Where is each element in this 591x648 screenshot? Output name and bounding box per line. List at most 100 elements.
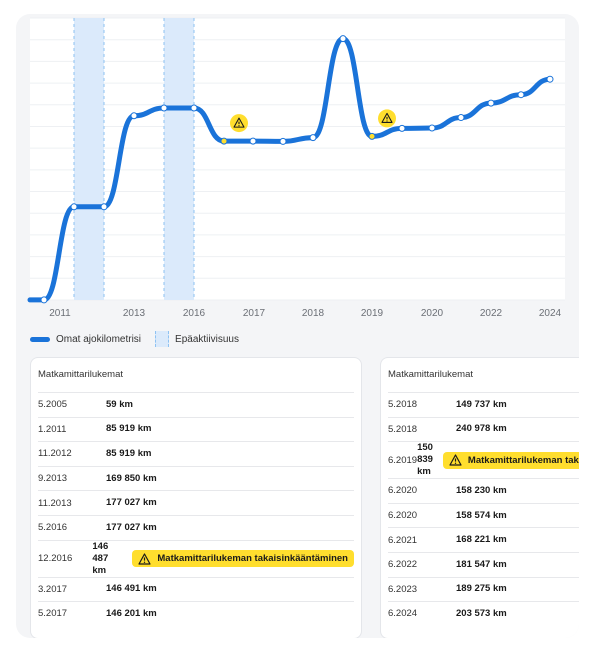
warning-triangle-icon [449, 454, 462, 466]
row-odometer-value: 203 573 km [456, 607, 507, 619]
table-title: Matkamittarilukemat [388, 369, 473, 380]
mileage-chart: 2011 2013 2016 2017 2018 2019 2020 2022 2024 [16, 14, 579, 324]
data-point[interactable] [457, 114, 465, 122]
row-date: 12.2016 [38, 553, 73, 565]
row-date: 6.2023 [388, 583, 418, 595]
x-tick-label: 2024 [539, 308, 562, 319]
warning-triangle-icon [138, 552, 151, 565]
data-point[interactable] [546, 75, 554, 83]
table-row: 6.2021 168 221 km [388, 527, 579, 552]
table-row: 5.2017 146 201 km [38, 601, 354, 626]
data-point[interactable] [190, 104, 198, 112]
table-row: 1.2011 85 919 km [38, 416, 354, 442]
table-row: 5.2018 240 978 km [388, 416, 579, 442]
warning-label: Matkamittarilukeman takaisinkääntäminen [467, 454, 579, 466]
data-point[interactable] [517, 91, 525, 99]
grid [30, 17, 565, 301]
x-tick-label: 2018 [302, 308, 325, 319]
table-row: 5.2005 59 km [38, 392, 354, 417]
row-date: 6.2024 [388, 608, 418, 620]
data-point[interactable] [249, 137, 257, 145]
row-odometer-value: 150 839 km [417, 442, 433, 478]
data-point[interactable] [368, 132, 376, 140]
data-point[interactable] [100, 203, 108, 211]
row-odometer-value: 168 221 km [456, 534, 507, 546]
data-point[interactable] [70, 203, 78, 211]
row-odometer-value: 189 275 km [456, 583, 507, 595]
chart-legend: Omat ajokilometrisi Epäaktiivisuus [30, 330, 239, 348]
row-date: 3.2017 [38, 583, 68, 595]
table-row: 12.2016 146 487 km Matkamittarilukeman tak… [38, 539, 354, 577]
plot-area [30, 18, 565, 300]
data-point[interactable] [160, 104, 168, 112]
table-row: 6.2023 189 275 km [388, 576, 579, 602]
rollback-warning-badge[interactable]: Matkamittarilukeman takaisinkääntäminen [442, 451, 579, 469]
x-tick-label: 2019 [361, 308, 384, 319]
table-row: 6.2020 158 574 km [388, 502, 579, 528]
row-date: 5.2018 [388, 423, 418, 435]
x-tick-label: 2013 [123, 308, 146, 319]
x-tick-label: 2016 [183, 308, 206, 319]
x-tick-label: 2020 [421, 308, 444, 319]
table-rows: 5.2005 59 km 1.2011 85 919 km 11.2012 85 919 … [31, 392, 361, 626]
legend-label-inactive: Epäaktiivisuus [175, 333, 239, 345]
data-point[interactable] [428, 124, 436, 132]
warning-label: Matkamittarilukeman takaisinkääntäminen [157, 553, 348, 565]
table-row: 3.2017 146 491 km [38, 576, 354, 602]
table-row: 11.2012 85 919 km [38, 441, 354, 466]
data-point[interactable] [130, 112, 138, 120]
data-point[interactable] [40, 296, 48, 304]
inactive-band [74, 18, 104, 300]
points-layer [40, 35, 554, 304]
legend-band-swatch [155, 331, 170, 347]
x-tick-label: 2011 [49, 308, 71, 319]
table-row: 6.2024 203 573 km [388, 601, 579, 626]
row-date: 5.2018 [388, 399, 418, 411]
row-odometer-value: 158 230 km [456, 484, 507, 496]
row-odometer-value: 149 737 km [456, 398, 507, 410]
mileage-panel: 2011 2013 2016 2017 2018 2019 2020 2022 2024 Oma… [16, 14, 579, 638]
row-odometer-value: 146 487 km [92, 540, 109, 576]
table-row: 5.2016 177 027 km [38, 514, 354, 540]
row-odometer-value: 177 027 km [106, 521, 157, 533]
table-title: Matkamittarilukemat [38, 369, 123, 380]
legend-label-own: Omat ajokilometrisi [56, 333, 142, 345]
row-date: 1.2011 [38, 423, 67, 435]
table-row: 11.2013 177 027 km [38, 490, 354, 515]
row-odometer-value: 85 919 km [106, 423, 152, 435]
row-odometer-value: 181 547 km [456, 558, 507, 570]
row-odometer-value: 146 201 km [106, 607, 157, 619]
row-date: 6.2020 [388, 485, 418, 497]
row-date: 11.2012 [38, 448, 72, 460]
row-odometer-value: 177 027 km [106, 497, 157, 509]
warnings-layer [230, 109, 396, 133]
data-point[interactable] [339, 35, 347, 43]
legend-line-swatch [30, 336, 50, 342]
row-date: 6.2020 [388, 510, 418, 522]
data-point[interactable] [309, 134, 317, 142]
row-odometer-value: 146 491 km [106, 583, 157, 595]
row-odometer-value: 85 919 km [106, 447, 152, 459]
row-date: 9.2013 [38, 473, 68, 485]
row-odometer-value: 59 km [106, 398, 133, 410]
rollback-warning-badge[interactable]: Matkamittarilukeman takaisinkääntäminen [132, 550, 354, 568]
row-odometer-value: 169 850 km [106, 472, 157, 484]
table-row: 9.2013 169 850 km [38, 465, 354, 491]
row-date: 11.2013 [38, 497, 72, 509]
row-date: 5.2017 [38, 608, 68, 620]
row-date: 6.2021 [388, 534, 418, 546]
chart-svg: 2011 2013 2016 2017 2018 2019 2020 2022 2024 [27, 17, 565, 319]
row-date: 5.2016 [38, 522, 68, 534]
inactive-bands [73, 18, 195, 300]
data-point[interactable] [279, 137, 287, 145]
data-point[interactable] [220, 137, 228, 145]
data-point[interactable] [398, 124, 406, 132]
odometer-table-left: Matkamittarilukemat 5.2005 59 km 1.2011 85 … [30, 357, 362, 638]
row-odometer-value: 158 574 km [456, 509, 507, 521]
warning-icon[interactable] [230, 114, 248, 133]
data-point[interactable] [487, 99, 495, 107]
row-date: 6.2022 [388, 559, 418, 571]
warning-icon[interactable] [378, 109, 396, 128]
odometer-table-right: Matkamittarilukemat 5.2018 149 737 km 5.20… [380, 357, 579, 638]
